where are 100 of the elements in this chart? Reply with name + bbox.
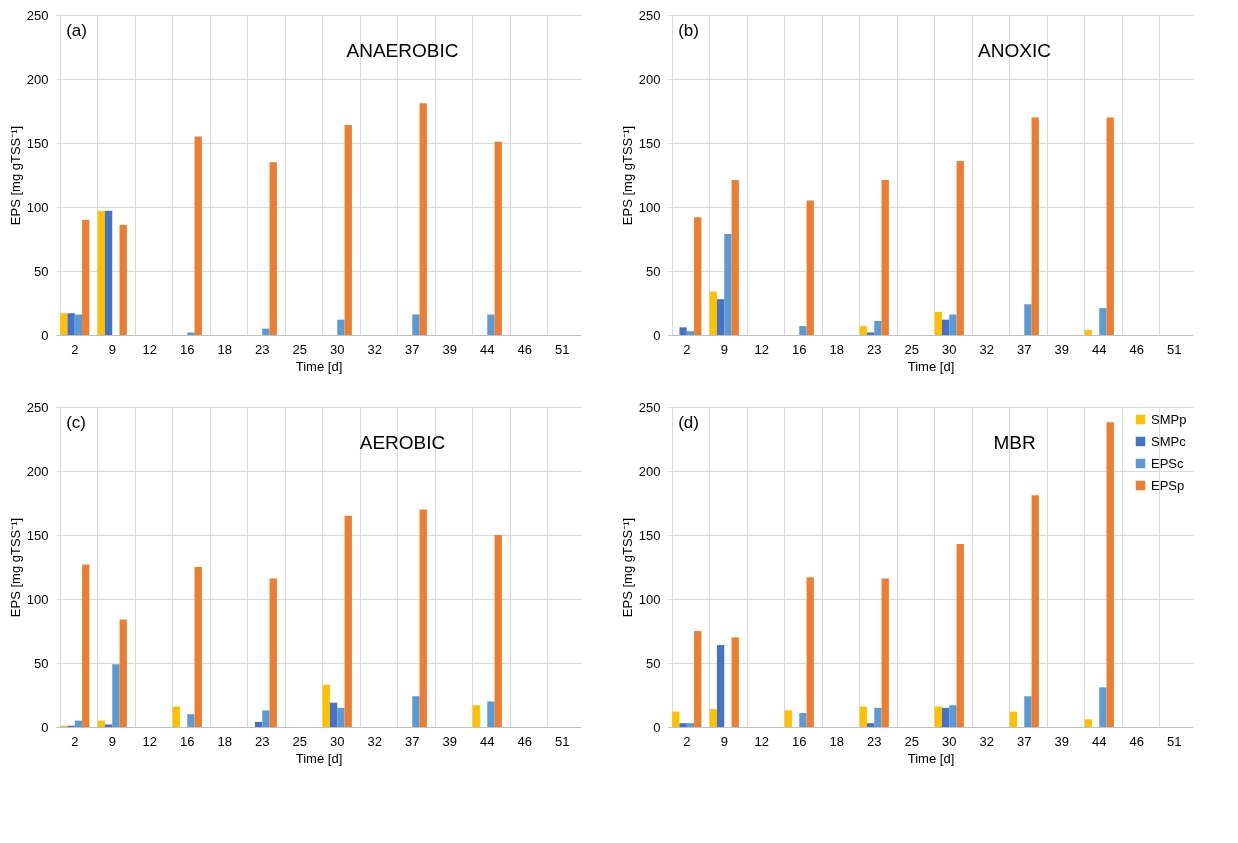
x-tick-label: 32 [367,733,382,749]
bar [97,210,105,335]
bar [329,702,338,727]
x-tick-label: 18 [217,733,232,749]
bar [686,723,695,727]
x-tick-label: 25 [292,341,307,357]
bar [337,707,345,727]
x-tick-label: 51 [555,733,570,749]
bar [104,210,113,335]
x-tick-label: 23 [867,341,882,357]
x-tick-label: 9 [108,341,116,357]
x-tick-label: 2 [683,733,691,749]
y-axis-title: EPS [mg gTSS⁻¹] [619,517,635,618]
bar [82,564,90,727]
y-axis-title: EPS [mg gTSS⁻¹] [7,125,23,226]
y-tick-label: 0 [41,327,49,343]
bar [866,723,875,727]
bar [487,701,495,727]
bar [1024,304,1032,335]
bar [731,180,739,335]
x-tick-label: 30 [942,341,957,357]
bar [859,706,867,727]
x-tick-label: 16 [792,733,807,749]
bar [694,217,702,335]
legend-label: EPSp [1151,477,1185,493]
y-tick-label: 200 [638,463,661,479]
bar [716,299,725,335]
y-tick-label: 0 [653,327,661,343]
x-tick-label: 2 [71,341,79,357]
y-tick-label: 200 [638,71,661,87]
bar [934,311,942,335]
bar [487,314,495,335]
bar [67,313,75,335]
bar [1099,687,1107,727]
bar [494,535,502,727]
bar [672,711,680,727]
bar [1024,696,1032,727]
x-tick-label: 16 [792,341,807,357]
x-tick-label: 39 [442,733,457,749]
bar [784,710,792,727]
bar [269,162,277,335]
bar [866,332,875,335]
bar [679,723,687,727]
bar [799,326,807,335]
bar [679,327,687,335]
y-tick-label: 250 [26,7,49,23]
bar [419,103,427,335]
x-tick-label: 12 [754,733,769,749]
x-axis-title: Time [d] [295,750,343,766]
y-tick-label: 0 [653,719,661,735]
x-tick-label: 46 [517,341,532,357]
y-tick-label: 50 [646,655,661,671]
x-tick-label: 16 [180,733,195,749]
bar [709,709,717,727]
bar [494,141,502,335]
bar [724,233,732,335]
bar [874,707,882,727]
x-tick-label: 12 [754,341,769,357]
x-tick-label: 23 [255,733,270,749]
legend-label: EPSc [1151,455,1185,471]
x-tick-label: 25 [904,733,919,749]
legend-label: SMPc [1151,433,1187,449]
bar [412,696,420,727]
x-tick-label: 32 [367,341,382,357]
bar [337,319,345,335]
legend-label: SMPp [1151,411,1187,427]
x-tick-label: 12 [142,341,157,357]
y-tick-label: 150 [638,527,661,543]
bar [187,714,195,727]
x-tick-label: 12 [142,733,157,749]
bar [1099,308,1107,335]
bar [74,314,83,335]
bar [1009,711,1017,727]
x-tick-label: 9 [108,733,116,749]
x-tick-label: 9 [720,733,728,749]
x-tick-label: 37 [1017,341,1032,357]
x-tick-label: 37 [405,341,420,357]
x-tick-label: 37 [405,733,420,749]
x-tick-label: 30 [330,733,345,749]
bar [119,224,127,335]
bar [956,160,964,335]
text: ANOXIC [978,40,1051,61]
bar [941,319,950,335]
bar [119,619,127,727]
bar [956,543,964,727]
x-tick-label: 46 [517,733,532,749]
x-tick-label: 32 [979,341,994,357]
bar [112,664,120,727]
bar [82,219,90,335]
x-tick-label: 39 [1054,341,1069,357]
x-tick-label: 18 [829,733,844,749]
x-tick-label: 44 [1092,733,1107,749]
bar [716,645,725,727]
x-tick-label: 16 [180,341,195,357]
y-tick-label: 200 [26,463,49,479]
x-tick-label: 30 [330,341,345,357]
x-tick-label: 44 [480,341,495,357]
x-tick-label: 44 [1092,341,1107,357]
x-tick-label: 46 [1129,341,1144,357]
annotation: (c) [66,413,86,432]
